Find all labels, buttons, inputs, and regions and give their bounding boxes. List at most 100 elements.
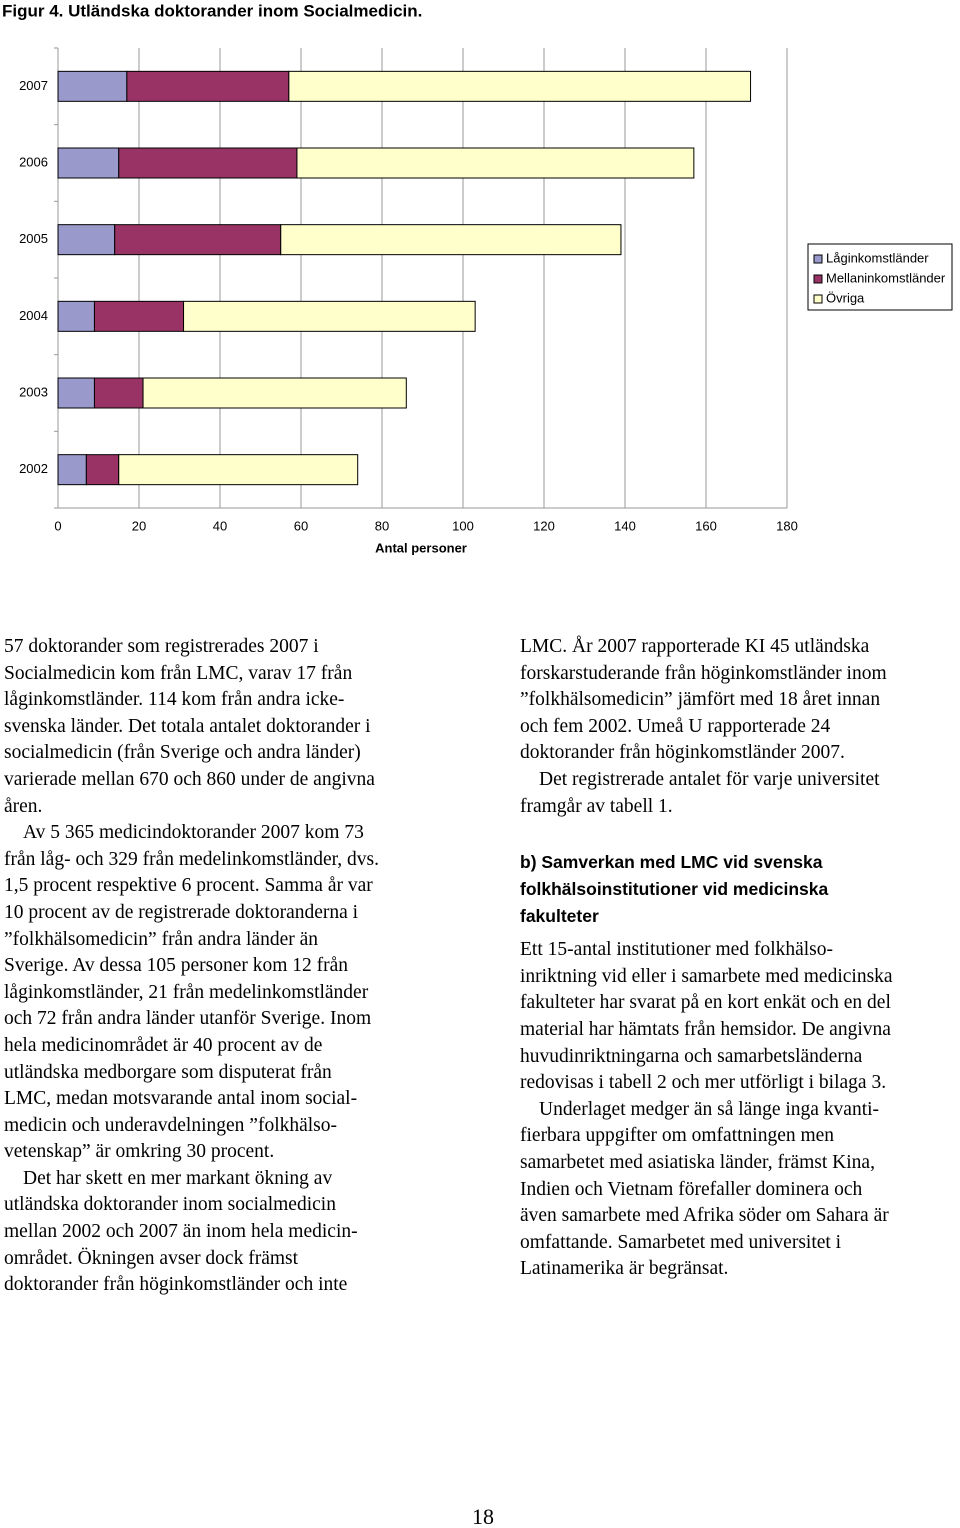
text-line: inriktning vid eller i samarbete med med… [520,965,893,987]
x-tick-label: 60 [294,518,308,533]
text-line: material har hämtats från hemsidor. De a… [520,1018,891,1040]
text-line: Ett 15-antal institutioner med folkhälso… [520,939,834,961]
bar-segment [57,454,87,486]
text-line: fakulteter har svarat på en kort enkät o… [520,992,891,1014]
bar-segment [93,377,144,409]
bar-segment [118,147,298,179]
bar-segment [118,454,359,486]
text-line: Socialmedicin kom från LMC, varav 17 frå… [4,662,353,684]
text-line: omfattande. Samarbetet med universitet i [520,1231,842,1253]
text-line: ”folkhälsomedicin” från andra länder än [4,928,319,950]
text-line: 1,5 procent respektive 6 procent. Samma … [4,875,373,897]
x-tick-label: 160 [695,518,717,533]
text-line: Det har skett en mer markant ökning av [23,1167,333,1189]
text-line: doktorander från höginkomstländer och in… [4,1274,348,1296]
text-line: utländska medborgare som disputerat från [4,1061,332,1083]
page-number: 18 [472,1504,494,1528]
x-tick-label: 80 [375,518,389,533]
y-tick-label: 2004 [19,308,48,323]
text-line: åren. [4,795,43,817]
text-line: ”folkhälsomedicin” jämfört med 18 året i… [520,689,881,711]
heading-line: fakulteter [520,906,599,927]
text-line: medicin och underavdelningen ”folkhälso- [4,1114,338,1136]
x-tick-label: 100 [452,518,474,533]
paragraph: Det registrerade antalet för varje unive… [520,767,893,820]
text-line: Latinamerika är begränsat. [520,1258,729,1280]
section-heading: b) Samverkan med LMC vid svenska folkhäls… [520,849,893,930]
bar-segment [85,454,120,486]
right-column: LMC. År 2007 rapporterade KI 45 utländsk… [520,634,893,1283]
y-tick-label: 2002 [19,461,48,476]
text-line: även samarbete med Afrika söder om Sahar… [520,1205,889,1227]
y-tick-label: 2005 [19,231,48,246]
paragraph: Ett 15-antal institutioner med folkhälso… [520,937,893,1097]
paragraph: Underlaget medger än så länge inga kvant… [520,1097,893,1283]
heading-line: b) Samverkan med LMC vid svenska [520,852,823,873]
y-tick-label: 2007 [19,78,48,93]
y-tick-label: 2003 [19,384,48,399]
text-line: redovisas i tabell 2 och mer utförligt i… [520,1072,887,1094]
x-tick-label: 0 [54,518,61,533]
text-line: 10 procent av de registrerade doktorande… [4,901,359,923]
text-line: Sverige. Av dessa 105 personer kom 12 fr… [4,955,349,977]
paragraph: 57 doktorander som registrerades 2007 i S… [4,634,379,820]
left-column: 57 doktorander som registrerades 2007 i S… [4,634,379,1299]
text-line: framgår av tabell 1. [520,795,673,817]
text-line: samarbetet med asiatiska länder, främst … [520,1151,875,1173]
text-line: doktorander från höginkomstländer 2007. [520,742,845,764]
legend-swatch [813,254,823,264]
bar-segment [288,70,752,102]
bar-segment [142,377,407,409]
x-tick-label: 140 [614,518,636,533]
text-line: forskarstuderande från höginkomstländer … [520,662,887,684]
legend-label: Låginkomstländer [826,250,929,265]
text-line: och fem 2002. Umeå U rapporterade 24 [520,715,831,737]
text-line: Det registrerade antalet för varje unive… [539,768,880,790]
legend-box [807,243,953,311]
bar-segment [296,147,695,179]
text-line: Av 5 365 medicindoktorander 2007 kom 73 [23,822,364,844]
text-line: vetenskap” är omkring 30 procent. [4,1141,275,1163]
bar-segment [57,147,120,179]
bar-segment [280,224,622,256]
text-line: svenska länder. Det totala antalet dokto… [4,715,371,737]
text-line: fierbara uppgifter om omfattningen men [520,1125,835,1147]
x-tick-label: 180 [776,518,798,533]
paragraph: Av 5 365 medicindoktorander 2007 kom 73 f… [4,820,379,1166]
y-tick-label: 2006 [19,154,48,169]
legend-label: Mellaninkomstländer [826,270,946,285]
x-axis-label: Antal personer [375,540,467,555]
text-line: låginkomstländer. 114 kom från andra ick… [4,689,345,711]
text-line: låginkomstländer, 21 från medelinkomstlä… [4,981,369,1003]
bar-segment [57,224,116,256]
text-line: området. Ökningen avser dock främst [4,1247,299,1269]
text-line: och 72 från andra länder utanför Sverige… [4,1008,372,1030]
text-line: LMC, medan motsvarande antal inom social… [4,1088,358,1110]
text-line: från låg- och 329 från medelinkomstlände… [4,848,380,870]
bar-segment [126,70,290,102]
heading-line: folkhälsoinstitutioner vid medicinska [520,879,829,900]
text-line: varierade mellan 670 och 860 under de an… [4,768,375,790]
legend-swatch [813,294,823,304]
bar-segment [183,300,476,332]
paragraph: Det har skett en mer markant ökning av ut… [4,1166,379,1299]
text-line: Indien och Vietnam förefaller dominera o… [520,1178,863,1200]
legend-label: Övriga [826,290,865,305]
chart-title: Figur 4. Utländska doktorander inom Soci… [2,1,422,20]
text-line: hela medicinområdet är 40 procent av de [4,1034,323,1056]
bar-segment [57,377,95,409]
bar-segment [57,300,95,332]
chart: Figur 4. Utländska doktorander inom Soci… [2,1,953,555]
text-line: 57 doktorander som registrerades 2007 i [4,636,319,657]
bar-segment [57,70,128,102]
text-line: Underlaget medger än så länge inga kvant… [539,1098,880,1120]
bar-segment [114,224,282,256]
bar-segment [93,300,185,332]
x-tick-label: 40 [213,518,227,533]
text-line: huvudinriktningarna och samarbetsländern… [520,1045,863,1067]
legend-swatch [813,274,823,284]
text-line: mellan 2002 och 2007 än inom hela medici… [4,1221,358,1243]
text-line: LMC. År 2007 rapporterade KI 45 utländsk… [520,636,870,657]
text-line: socialmedicin (från Sverige och andra lä… [4,742,361,764]
